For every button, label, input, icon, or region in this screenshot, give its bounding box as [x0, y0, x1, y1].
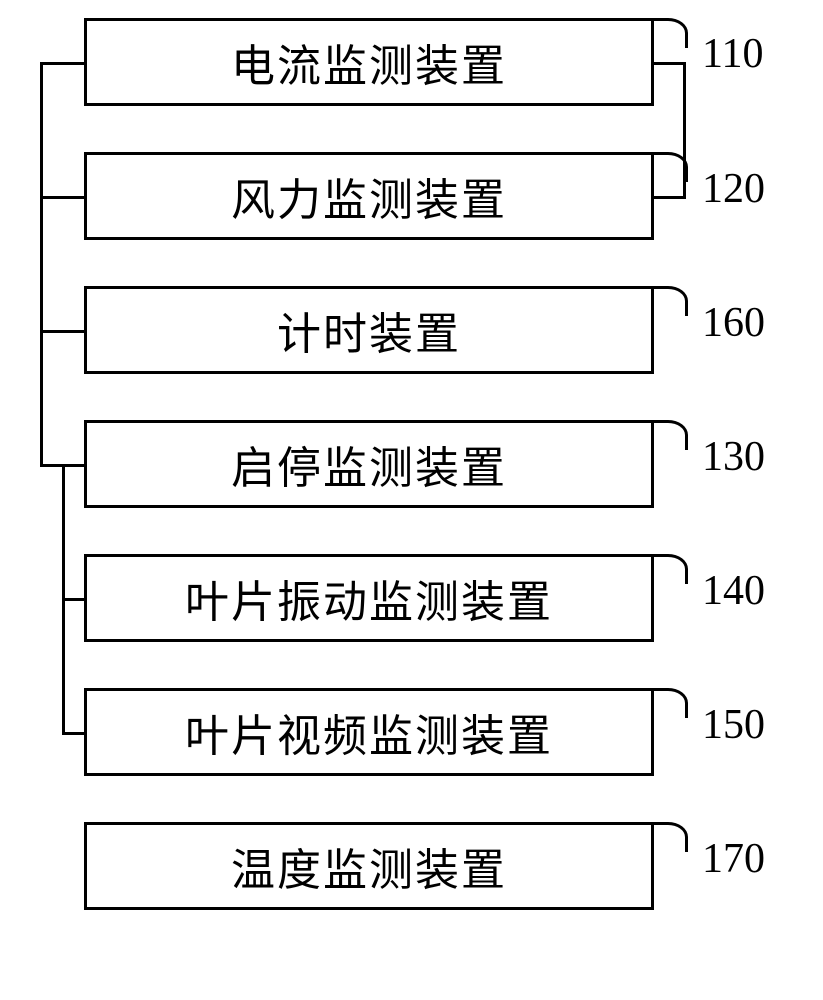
box-blade-video-monitor: 叶片视频监测装置	[84, 688, 654, 776]
ref-120: 120	[702, 165, 765, 213]
box-label: 电流监测装置	[231, 30, 507, 94]
ref-130: 130	[702, 433, 765, 481]
box-label: 叶片振动监测装置	[185, 566, 553, 630]
left-bus-branch	[40, 196, 84, 199]
lead-curve	[648, 822, 688, 852]
left-bus-branch	[40, 62, 84, 65]
box-label: 启停监测装置	[231, 432, 507, 496]
block-diagram: 电流监测装置 风力监测装置 计时装置 启停监测装置 叶片振动监测装置 叶片视频监…	[0, 0, 823, 1000]
box-timer: 计时装置	[84, 286, 654, 374]
ref-160: 160	[702, 299, 765, 347]
lead-curve	[648, 18, 688, 48]
lead-curve	[648, 554, 688, 584]
right-bus-vertical	[683, 62, 686, 199]
box-startstop-monitor: 启停监测装置	[84, 420, 654, 508]
lead-curve	[648, 420, 688, 450]
box-wind-monitor: 风力监测装置	[84, 152, 654, 240]
ref-150: 150	[702, 701, 765, 749]
left-bus-branch	[40, 330, 84, 333]
box-temperature-monitor: 温度监测装置	[84, 822, 654, 910]
box-label: 风力监测装置	[231, 164, 507, 228]
box-current-monitor: 电流监测装置	[84, 18, 654, 106]
right-bus-branch	[654, 62, 686, 65]
left-bus-outer-vertical	[40, 62, 43, 464]
box-label: 叶片视频监测装置	[185, 700, 553, 764]
lead-curve	[648, 688, 688, 718]
lead-curve	[648, 152, 688, 182]
ref-170: 170	[702, 835, 765, 883]
right-bus-branch	[654, 196, 686, 199]
left-bus-inner-branch	[62, 732, 84, 735]
left-bus-inner-branch	[62, 598, 84, 601]
box-blade-vibration-monitor: 叶片振动监测装置	[84, 554, 654, 642]
box-label: 温度监测装置	[231, 834, 507, 898]
box-label: 计时装置	[277, 298, 461, 362]
ref-140: 140	[702, 567, 765, 615]
ref-110: 110	[702, 30, 763, 78]
lead-curve	[648, 286, 688, 316]
